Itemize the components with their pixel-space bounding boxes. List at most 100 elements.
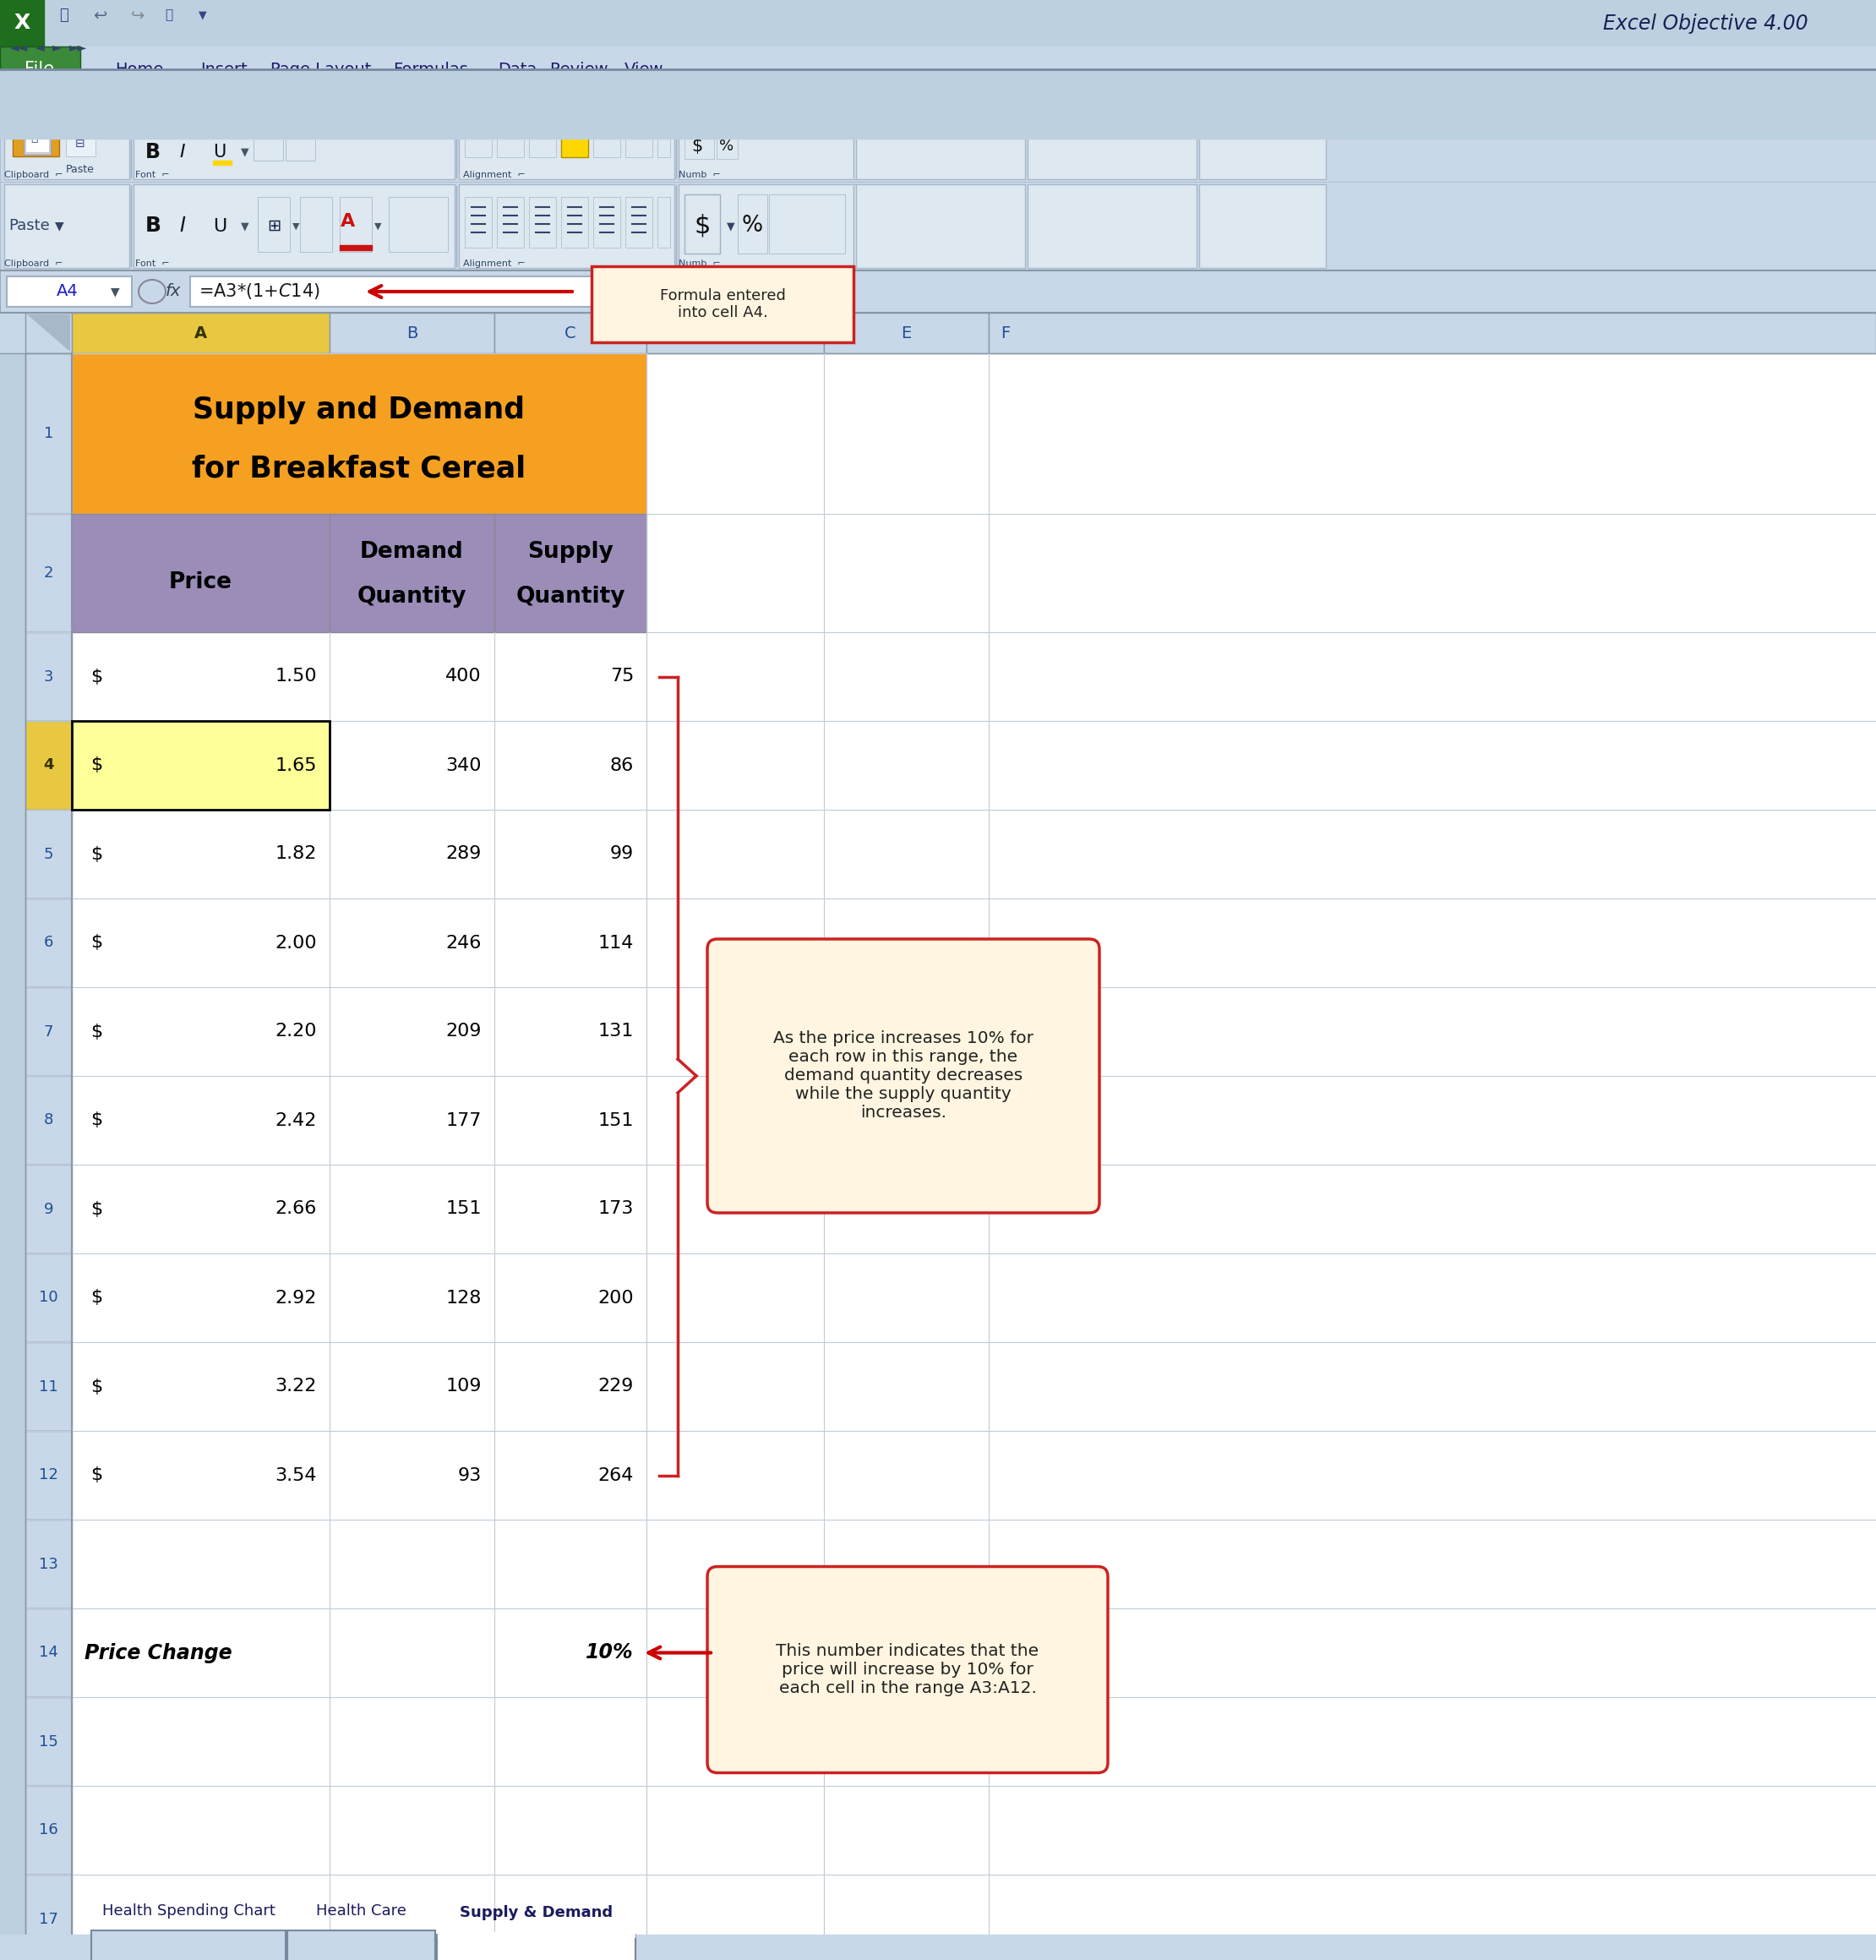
- FancyBboxPatch shape: [679, 96, 855, 178]
- Text: 2.92: 2.92: [276, 1290, 317, 1305]
- Text: 173: 173: [598, 1201, 634, 1217]
- FancyBboxPatch shape: [529, 102, 555, 127]
- Text: 2.42: 2.42: [276, 1111, 317, 1129]
- FancyBboxPatch shape: [26, 988, 71, 1076]
- FancyBboxPatch shape: [437, 1935, 636, 1960]
- FancyBboxPatch shape: [529, 196, 555, 247]
- FancyBboxPatch shape: [214, 161, 231, 165]
- Text: C: C: [565, 325, 576, 341]
- Text: Clipboard  ⌐: Clipboard ⌐: [4, 171, 64, 178]
- Text: Alignment  ⌐: Alignment ⌐: [463, 171, 525, 178]
- Text: View: View: [625, 61, 664, 78]
- FancyBboxPatch shape: [26, 1786, 71, 1874]
- FancyBboxPatch shape: [647, 314, 824, 353]
- Text: A4: A4: [56, 284, 79, 300]
- Text: 2.00: 2.00: [276, 935, 317, 951]
- Text: 3.54: 3.54: [276, 1466, 317, 1484]
- Text: Health Spending Chart: Health Spending Chart: [101, 1903, 276, 1919]
- FancyBboxPatch shape: [0, 0, 43, 47]
- Text: $: $: [90, 1201, 103, 1217]
- FancyBboxPatch shape: [415, 102, 448, 131]
- FancyBboxPatch shape: [300, 196, 332, 253]
- Text: 4: 4: [43, 759, 54, 772]
- FancyBboxPatch shape: [26, 353, 71, 1893]
- FancyBboxPatch shape: [71, 1609, 1876, 1697]
- FancyBboxPatch shape: [71, 353, 647, 514]
- FancyBboxPatch shape: [71, 1519, 1876, 1609]
- Text: ↪: ↪: [131, 8, 144, 24]
- Text: ►: ►: [53, 41, 62, 53]
- Text: 177: 177: [446, 1111, 482, 1129]
- FancyBboxPatch shape: [625, 102, 653, 127]
- Text: Numb  ⌐: Numb ⌐: [679, 259, 720, 269]
- FancyBboxPatch shape: [13, 102, 60, 157]
- Text: Paste: Paste: [9, 218, 49, 233]
- FancyBboxPatch shape: [437, 1933, 634, 1936]
- Text: ▼: ▼: [240, 147, 250, 157]
- FancyBboxPatch shape: [707, 1566, 1109, 1772]
- FancyBboxPatch shape: [340, 196, 371, 253]
- FancyBboxPatch shape: [26, 1609, 71, 1697]
- Text: Clipboard  ⌐: Clipboard ⌐: [4, 259, 64, 269]
- Text: A↓: A↓: [422, 110, 441, 123]
- FancyBboxPatch shape: [388, 196, 448, 253]
- Text: ↩: ↩: [94, 8, 107, 24]
- Text: Font  ⌐: Font ⌐: [135, 259, 169, 269]
- FancyBboxPatch shape: [1199, 96, 1326, 178]
- FancyBboxPatch shape: [26, 1697, 71, 1786]
- Text: ▼: ▼: [240, 221, 250, 231]
- Text: ⊞: ⊞: [266, 218, 281, 233]
- FancyBboxPatch shape: [0, 182, 1876, 270]
- Text: 💾: 💾: [60, 8, 68, 24]
- Text: 1.82: 1.82: [276, 845, 317, 862]
- FancyBboxPatch shape: [591, 267, 854, 343]
- FancyBboxPatch shape: [137, 276, 167, 308]
- FancyBboxPatch shape: [0, 314, 1876, 353]
- FancyBboxPatch shape: [26, 118, 49, 153]
- Text: 10%: 10%: [585, 1642, 634, 1662]
- FancyBboxPatch shape: [133, 96, 454, 178]
- FancyBboxPatch shape: [26, 633, 71, 721]
- FancyBboxPatch shape: [92, 1931, 285, 1960]
- Text: 2: 2: [43, 564, 53, 580]
- Polygon shape: [26, 314, 69, 351]
- Text: fx: fx: [165, 284, 180, 300]
- FancyBboxPatch shape: [8, 276, 131, 308]
- FancyBboxPatch shape: [71, 1697, 1876, 1786]
- Text: 93: 93: [458, 1466, 482, 1484]
- FancyBboxPatch shape: [71, 1252, 1876, 1343]
- Text: 15: 15: [39, 1735, 58, 1748]
- Text: %: %: [741, 216, 764, 237]
- Text: $: $: [90, 845, 103, 862]
- FancyBboxPatch shape: [71, 1343, 1876, 1431]
- Text: Excel Objective 4.00: Excel Objective 4.00: [1604, 14, 1808, 33]
- Text: 1.65: 1.65: [276, 757, 317, 774]
- Text: Price: Price: [169, 572, 233, 594]
- Text: Formulas: Formulas: [394, 61, 469, 78]
- FancyBboxPatch shape: [460, 96, 673, 178]
- FancyBboxPatch shape: [26, 1252, 71, 1343]
- FancyBboxPatch shape: [133, 184, 454, 269]
- Text: for Breakfast Cereal: for Breakfast Cereal: [191, 455, 525, 484]
- Text: 3: 3: [43, 668, 53, 684]
- FancyBboxPatch shape: [24, 114, 51, 155]
- Text: ▼: ▼: [54, 220, 64, 231]
- FancyBboxPatch shape: [0, 92, 1876, 182]
- FancyBboxPatch shape: [657, 131, 670, 157]
- FancyBboxPatch shape: [4, 184, 129, 269]
- FancyBboxPatch shape: [657, 102, 670, 127]
- Text: 264: 264: [598, 1466, 634, 1484]
- FancyBboxPatch shape: [1199, 184, 1326, 269]
- Text: Data: Data: [497, 61, 537, 78]
- Text: ⊞: ⊞: [75, 108, 84, 120]
- FancyBboxPatch shape: [685, 102, 844, 131]
- Text: Home: Home: [114, 61, 163, 78]
- Text: Price Change: Price Change: [84, 1642, 233, 1662]
- FancyBboxPatch shape: [71, 1076, 1876, 1164]
- Text: 114: 114: [598, 935, 634, 951]
- FancyBboxPatch shape: [4, 96, 129, 178]
- FancyBboxPatch shape: [139, 102, 304, 131]
- Text: ▼: ▼: [356, 110, 366, 123]
- Text: ◄: ◄: [36, 41, 45, 53]
- Text: 109: 109: [446, 1378, 482, 1396]
